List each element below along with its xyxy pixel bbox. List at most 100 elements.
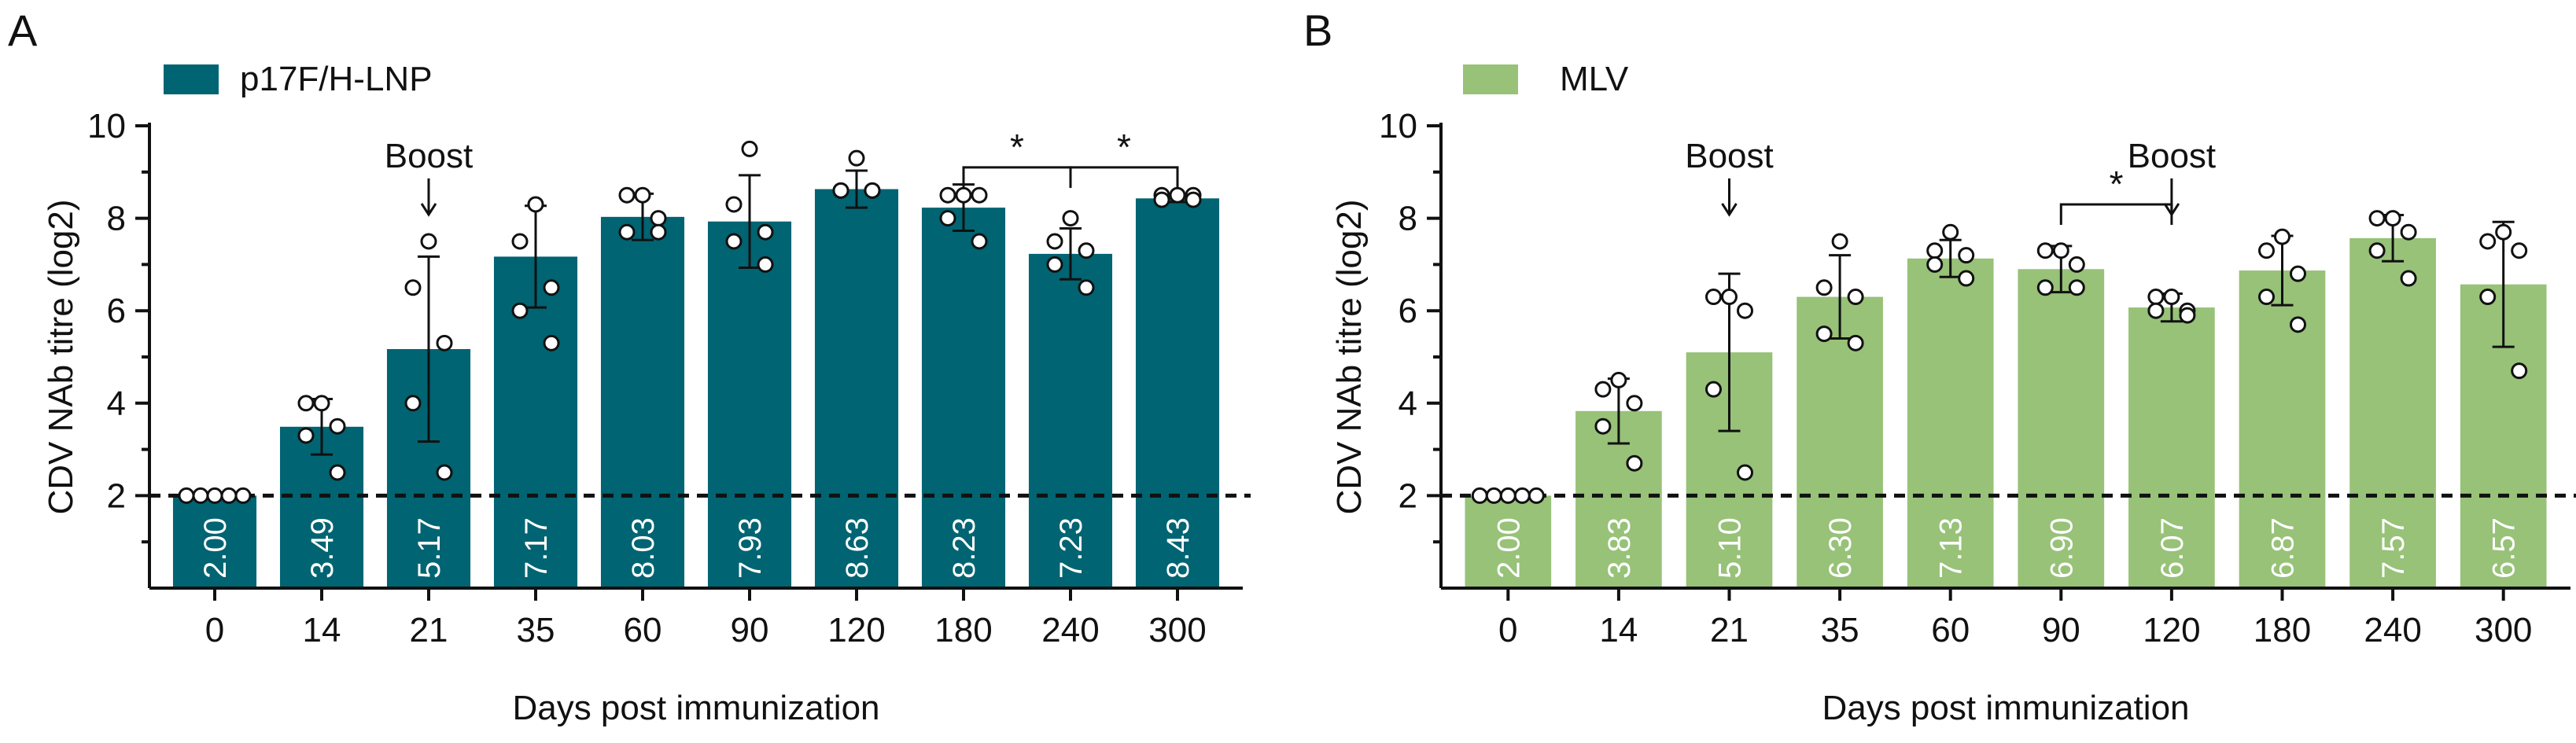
data-point xyxy=(234,487,252,504)
data-point xyxy=(1610,371,1627,388)
data-point xyxy=(955,186,972,204)
data-point xyxy=(1815,326,1833,343)
bar-value-label: 2.00 xyxy=(198,517,233,579)
bar xyxy=(1135,198,1220,589)
data-point xyxy=(1721,289,1738,306)
boost-arrowhead xyxy=(420,203,437,217)
data-point xyxy=(329,417,346,435)
x-tick-label: 60 xyxy=(1931,611,1970,649)
data-point xyxy=(1847,289,1864,306)
data-point xyxy=(1831,233,1848,250)
x-tick-label: 0 xyxy=(205,611,224,649)
data-point xyxy=(1499,487,1516,504)
data-point xyxy=(220,487,238,504)
bar xyxy=(2349,237,2436,588)
y-tick-label: 8 xyxy=(107,200,126,238)
bar-value-label: 6.07 xyxy=(2155,517,2190,579)
data-point xyxy=(2147,302,2165,319)
bar-value-label: 7.57 xyxy=(2376,517,2411,579)
data-point xyxy=(436,464,453,481)
bar xyxy=(2018,269,2105,588)
panel-letter: B xyxy=(1303,6,1332,55)
data-point xyxy=(2258,242,2275,259)
legend-label: p17F/H-LNP xyxy=(240,60,433,98)
data-point xyxy=(329,464,346,481)
data-point xyxy=(313,395,330,412)
data-point xyxy=(297,427,315,444)
bar xyxy=(1907,258,1994,588)
data-point xyxy=(848,149,865,167)
data-point xyxy=(971,233,988,250)
bar xyxy=(1465,495,1552,588)
bar-value-label: 8.43 xyxy=(1161,517,1196,579)
x-axis-label: Days post immunization xyxy=(1822,689,2189,727)
bar-value-label: 8.63 xyxy=(840,517,875,579)
data-point xyxy=(1942,223,1959,241)
data-point xyxy=(1847,334,1864,351)
bar-value-label: 8.23 xyxy=(947,517,982,579)
data-point xyxy=(1594,381,1612,398)
data-point xyxy=(1958,270,1975,287)
y-tick-label: 10 xyxy=(1379,107,1417,145)
bar-value-label: 7.23 xyxy=(1054,517,1089,579)
significance-bracket xyxy=(1069,166,1179,188)
data-point xyxy=(2052,242,2069,259)
significance-star: * xyxy=(1117,127,1131,167)
data-point xyxy=(939,186,956,204)
bar-value-label: 3.49 xyxy=(305,517,340,579)
significance-bracket xyxy=(2059,203,2173,225)
data-point xyxy=(2479,289,2497,306)
data-point xyxy=(2495,223,2512,241)
data-point xyxy=(864,182,881,199)
data-point xyxy=(404,395,422,412)
data-point xyxy=(757,223,774,241)
data-point xyxy=(206,487,223,504)
bar xyxy=(600,216,685,588)
legend-swatch xyxy=(164,64,219,94)
data-point xyxy=(2274,228,2290,245)
data-point xyxy=(297,395,315,412)
x-tick-label: 35 xyxy=(517,611,555,649)
bar-value-label: 2.00 xyxy=(1491,517,1526,579)
data-point xyxy=(2036,279,2054,296)
data-point xyxy=(2036,242,2054,259)
y-axis-label: CDV NAb titre (log2) xyxy=(42,199,80,514)
x-tick-label: 90 xyxy=(731,611,769,649)
data-point xyxy=(832,182,849,199)
bar xyxy=(1028,253,1113,588)
data-point xyxy=(725,233,743,250)
y-tick-label: 2 xyxy=(107,476,126,515)
data-point xyxy=(1169,186,1186,204)
data-point xyxy=(1513,487,1531,504)
data-point xyxy=(939,210,956,227)
x-tick-label: 300 xyxy=(1148,611,1206,649)
bar xyxy=(707,221,792,588)
data-point xyxy=(2384,210,2401,227)
panel-letter: A xyxy=(8,6,38,55)
data-point xyxy=(618,223,636,241)
x-tick-label: 35 xyxy=(1821,611,1859,649)
boost-arrowhead xyxy=(1721,203,1738,217)
y-tick-label: 4 xyxy=(1399,384,1417,423)
x-tick-label: 120 xyxy=(2143,611,2200,649)
data-point xyxy=(2400,270,2417,287)
x-tick-label: 14 xyxy=(303,611,341,649)
data-point xyxy=(2368,242,2386,259)
boost-annotation: Boost xyxy=(1685,137,1774,175)
data-point xyxy=(971,186,988,204)
x-tick-label: 240 xyxy=(1041,611,1099,649)
bar xyxy=(1797,296,1883,588)
data-point xyxy=(2511,242,2528,259)
bar xyxy=(2239,270,2326,588)
data-point xyxy=(1185,191,1202,208)
bar-value-label: 7.93 xyxy=(733,517,768,579)
data-point xyxy=(1485,487,1502,504)
significance-star: * xyxy=(1010,127,1024,167)
x-tick-label: 90 xyxy=(2042,611,2080,649)
data-point xyxy=(2068,256,2085,273)
bar-value-label: 6.87 xyxy=(2266,517,2301,579)
bar xyxy=(493,256,578,588)
y-tick-label: 10 xyxy=(87,107,126,145)
